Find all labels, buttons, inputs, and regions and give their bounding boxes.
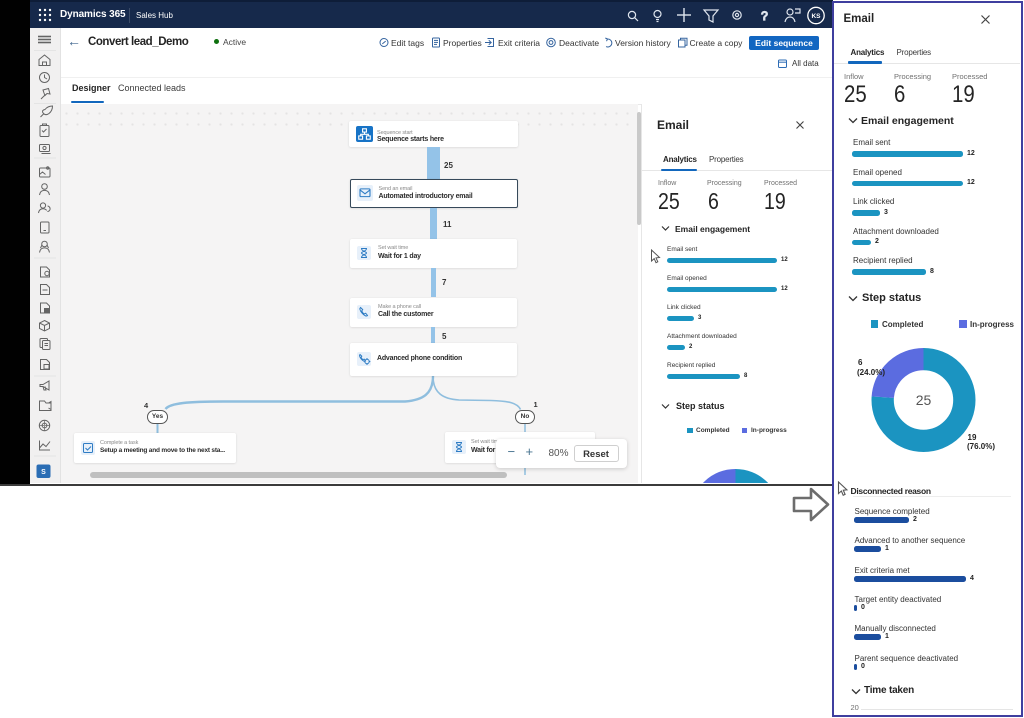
svg-text:KS: KS: [811, 13, 821, 20]
svg-text:S: S: [41, 469, 46, 476]
svg-text:25: 25: [916, 392, 932, 408]
svg-text:?: ?: [761, 9, 768, 23]
